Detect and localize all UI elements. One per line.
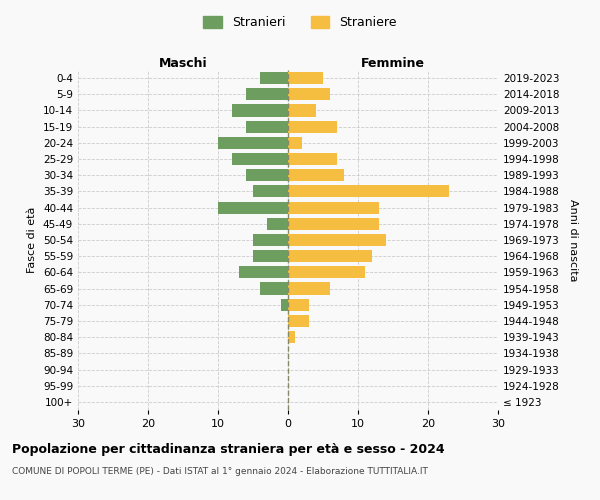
- Bar: [253, 186, 288, 198]
- Bar: [288, 153, 337, 165]
- Bar: [288, 120, 337, 132]
- Bar: [246, 120, 288, 132]
- Bar: [288, 315, 309, 327]
- Bar: [253, 234, 288, 246]
- Text: COMUNE DI POPOLI TERME (PE) - Dati ISTAT al 1° gennaio 2024 - Elaborazione TUTTI: COMUNE DI POPOLI TERME (PE) - Dati ISTAT…: [12, 468, 428, 476]
- Bar: [288, 186, 449, 198]
- Text: Popolazione per cittadinanza straniera per età e sesso - 2024: Popolazione per cittadinanza straniera p…: [12, 442, 445, 456]
- Bar: [253, 250, 288, 262]
- Legend: Stranieri, Straniere: Stranieri, Straniere: [198, 11, 402, 34]
- Bar: [232, 153, 288, 165]
- Bar: [288, 234, 386, 246]
- Y-axis label: Anni di nascita: Anni di nascita: [568, 198, 578, 281]
- Bar: [267, 218, 288, 230]
- Bar: [288, 72, 323, 84]
- Bar: [260, 72, 288, 84]
- Bar: [281, 298, 288, 311]
- Bar: [288, 298, 309, 311]
- Bar: [218, 202, 288, 213]
- Bar: [288, 282, 330, 294]
- Bar: [232, 104, 288, 117]
- Bar: [288, 88, 330, 101]
- Text: Maschi: Maschi: [158, 57, 208, 70]
- Bar: [288, 218, 379, 230]
- Bar: [288, 104, 316, 117]
- Bar: [288, 169, 344, 181]
- Bar: [246, 169, 288, 181]
- Bar: [218, 137, 288, 149]
- Bar: [239, 266, 288, 278]
- Bar: [246, 88, 288, 101]
- Bar: [288, 202, 379, 213]
- Bar: [288, 331, 295, 343]
- Bar: [288, 266, 365, 278]
- Bar: [260, 282, 288, 294]
- Bar: [288, 250, 372, 262]
- Y-axis label: Fasce di età: Fasce di età: [28, 207, 37, 273]
- Text: Femmine: Femmine: [361, 57, 425, 70]
- Bar: [288, 137, 302, 149]
